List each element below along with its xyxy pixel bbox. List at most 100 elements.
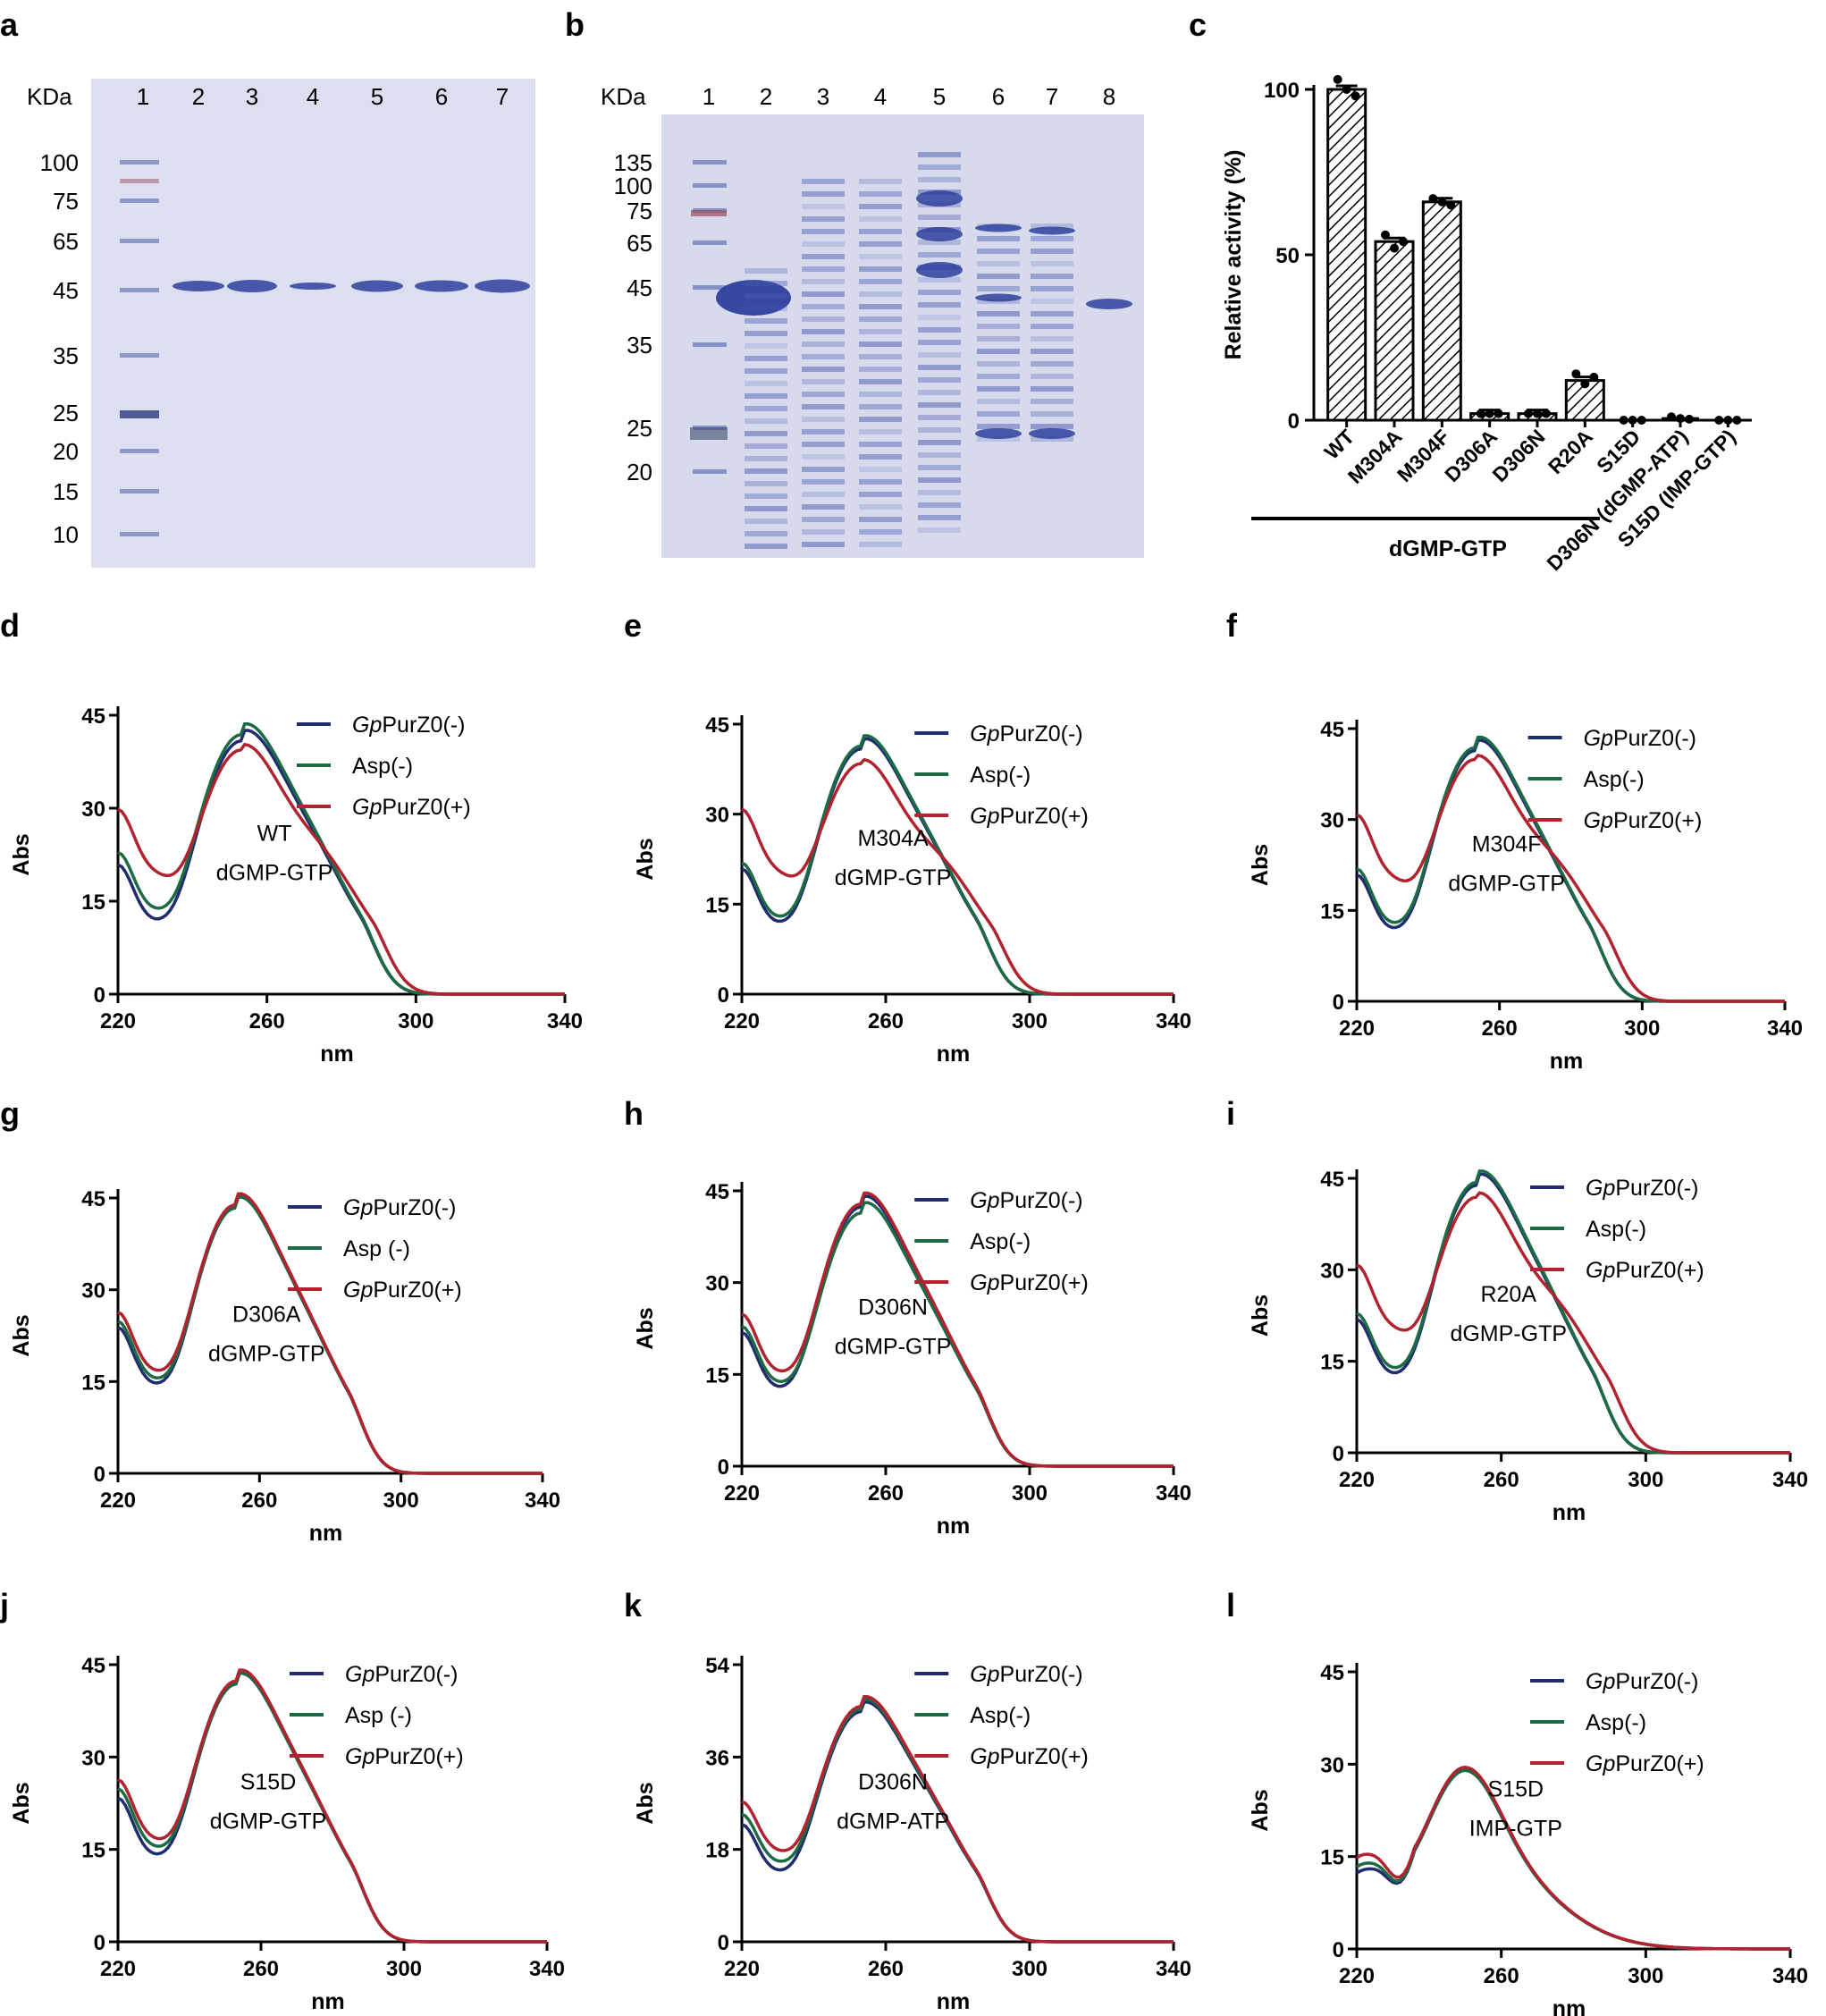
panel-label-f: f — [1226, 607, 1238, 644]
smear-band — [859, 191, 902, 197]
data-point — [1351, 91, 1360, 101]
smear-band — [977, 349, 1020, 354]
lane-label: 5 — [933, 83, 946, 110]
marker-label: 75 — [53, 188, 79, 215]
series-line-minus — [1356, 738, 1785, 1003]
legend-label-italic: Gp — [345, 1662, 374, 1687]
ladder-band — [693, 469, 727, 474]
y-axis-label: Abs — [633, 1307, 658, 1349]
smear-band — [859, 291, 902, 297]
y-tick-label: 0 — [1333, 991, 1344, 1015]
annotation-text: dGMP-GTP — [216, 860, 333, 885]
bar-chart-c: c 100 50 0 Relative activity (%) WTM304AM304F… — [1189, 6, 1752, 575]
annotation-text: S15D — [240, 1770, 297, 1795]
x-axis-label: nm — [1550, 1049, 1584, 1074]
smear-band — [1031, 286, 1073, 291]
x-tick-label: 260 — [243, 1957, 279, 1981]
y-tick-label: 15 — [705, 1363, 729, 1388]
legend-label: Asp(-) — [970, 1229, 1031, 1254]
y-axis-label: Abs — [9, 1782, 34, 1824]
data-point — [1533, 409, 1542, 418]
lane-label: 3 — [246, 83, 258, 110]
data-point — [1732, 416, 1742, 425]
smear-band — [802, 429, 845, 434]
lane-label: 5 — [371, 83, 383, 110]
smear-band — [745, 468, 787, 474]
legend-label: GpPurZ0(+) — [1586, 1751, 1704, 1776]
data-point — [1390, 243, 1399, 253]
annotation-text: dGMP-GTP — [835, 865, 952, 890]
lane-label: 7 — [496, 83, 509, 110]
x-axis-label: nm — [937, 1989, 971, 2014]
marker-label: 35 — [53, 342, 79, 369]
x-tick-label: 260 — [241, 1489, 277, 1513]
smear-band — [859, 379, 902, 384]
protein-band — [975, 428, 1022, 439]
smear-band — [977, 361, 1020, 367]
legend-label: GpPurZ0(-) — [343, 1195, 456, 1220]
data-point — [1571, 369, 1581, 379]
smear-band — [918, 440, 961, 445]
x-tick-label: 340 — [1772, 1964, 1808, 1988]
x-tick-label: 300 — [1012, 1481, 1048, 1506]
x-tick-label: 300 — [383, 1489, 419, 1513]
data-point — [1685, 414, 1694, 424]
smear-band — [1031, 399, 1073, 404]
data-point — [1428, 194, 1438, 204]
legend-label: GpPurZ0(-) — [970, 1662, 1082, 1687]
y-tick-label: 15 — [1320, 1351, 1344, 1375]
protein-band — [351, 280, 403, 292]
smear-band — [802, 266, 845, 272]
smear-band — [859, 542, 902, 547]
y-tick-label: 45 — [1320, 1168, 1344, 1192]
smear-band — [1031, 386, 1073, 392]
smear-band — [918, 390, 961, 395]
smear-band — [745, 418, 787, 424]
y-tick-label: 45 — [81, 704, 105, 729]
panel-label-h: h — [624, 1095, 644, 1132]
smear-band — [859, 417, 902, 422]
legend-label-italic: Gp — [352, 795, 382, 820]
panel-label-l: l — [1226, 1587, 1235, 1624]
smear-band — [918, 240, 961, 245]
data-point — [1476, 409, 1485, 418]
y-tick-label: 15 — [705, 893, 729, 917]
data-point — [1381, 230, 1390, 240]
panel-label-i: i — [1226, 1095, 1235, 1132]
smear-band — [977, 374, 1020, 379]
x-tick-label: 300 — [1628, 1468, 1663, 1492]
legend-label: GpPurZ0(+) — [1584, 808, 1703, 833]
annotation-text: M304F — [1472, 831, 1542, 856]
legend-label-rest: PurZ0(-) — [1613, 726, 1696, 751]
annotation-text: dGMP-ATP — [837, 1809, 949, 1835]
x-tick-label: 260 — [1482, 1016, 1518, 1041]
smear-band — [918, 415, 961, 420]
data-point — [1667, 412, 1676, 422]
panel-label-g: g — [0, 1095, 20, 1132]
smear-band — [802, 454, 845, 460]
y-axis-label: Abs — [1248, 844, 1273, 886]
smear-band — [745, 281, 787, 286]
x-tick-label: 340 — [1767, 1016, 1803, 1041]
smear-band — [918, 352, 961, 358]
x-tick-label: 300 — [1012, 1009, 1048, 1033]
legend-label-italic: Gp — [343, 1278, 373, 1303]
smear-band — [745, 381, 787, 386]
smear-band — [745, 356, 787, 361]
series-line-minus — [741, 737, 1174, 996]
smear-band — [977, 249, 1020, 254]
ladder-band — [120, 179, 159, 183]
marker-label: 100 — [614, 173, 652, 199]
smear-band — [977, 399, 1020, 404]
smear-band — [802, 204, 845, 209]
smear-band — [1031, 311, 1073, 316]
y-tick-label: 45 — [1320, 718, 1344, 742]
smear-band — [802, 342, 845, 347]
x-axis-label: nm — [937, 1514, 971, 1539]
smear-band — [745, 306, 787, 311]
smear-band — [918, 465, 961, 470]
smear-band — [859, 279, 902, 284]
y-tick-label: 45 — [81, 1654, 105, 1678]
